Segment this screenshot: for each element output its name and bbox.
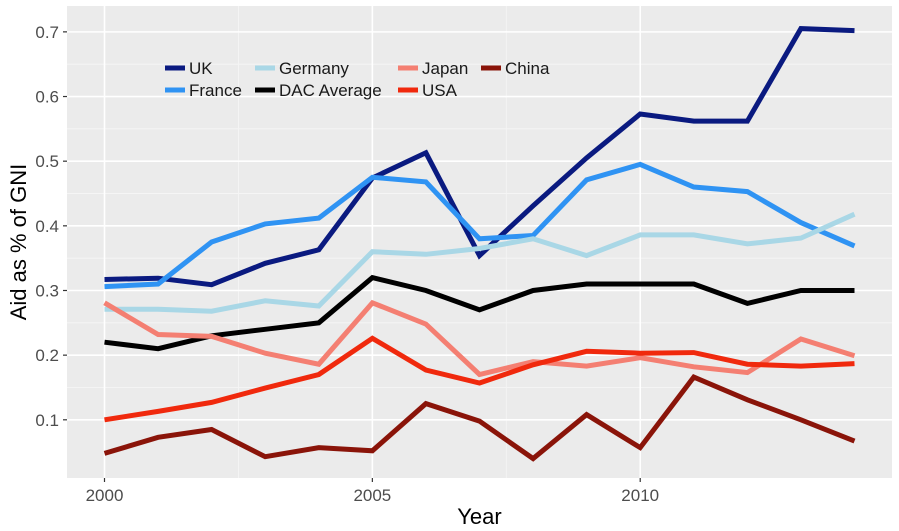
series-line-germany [104, 211, 856, 314]
x-axis-title: Year [457, 504, 501, 529]
legend-label-uk: UK [189, 59, 213, 78]
series-line-japan [103, 299, 856, 378]
y-tick-label: 0.2 [35, 346, 59, 365]
y-tick-label: 0.5 [35, 152, 59, 171]
series-line-usa [104, 335, 855, 423]
x-tick-label: 2010 [621, 486, 659, 505]
legend-label-usa: USA [422, 81, 458, 100]
y-tick-label: 0.3 [35, 281, 59, 300]
y-tick-label: 0.1 [35, 411, 59, 430]
x-tick-label: 2005 [353, 486, 391, 505]
y-tick-label: 0.6 [35, 88, 59, 107]
y-axis-title: Aid as % of GNI [6, 164, 31, 321]
legend-label-germany: Germany [279, 59, 349, 78]
legend-label-china: China [505, 59, 550, 78]
series-lines [103, 26, 856, 462]
legend-label-france: France [189, 81, 242, 100]
axis-ticks: 0.1 0.2 0.3 0.4 0.5 0.6 0.7 2000 2005 2010 [35, 23, 659, 505]
legend-label-dac-average: DAC Average [279, 81, 382, 100]
gridlines [67, 6, 892, 478]
series-line-dac-average [104, 274, 855, 352]
y-tick-label: 0.7 [35, 23, 59, 42]
legend-label-japan: Japan [422, 59, 468, 78]
series-line-france [104, 161, 856, 290]
legend: UK France Germany DAC Average Japan USA China [165, 59, 550, 100]
series-line-china [103, 374, 856, 462]
y-tick-label: 0.4 [35, 217, 59, 236]
series-line-uk [104, 26, 855, 288]
x-tick-label: 2000 [86, 486, 124, 505]
